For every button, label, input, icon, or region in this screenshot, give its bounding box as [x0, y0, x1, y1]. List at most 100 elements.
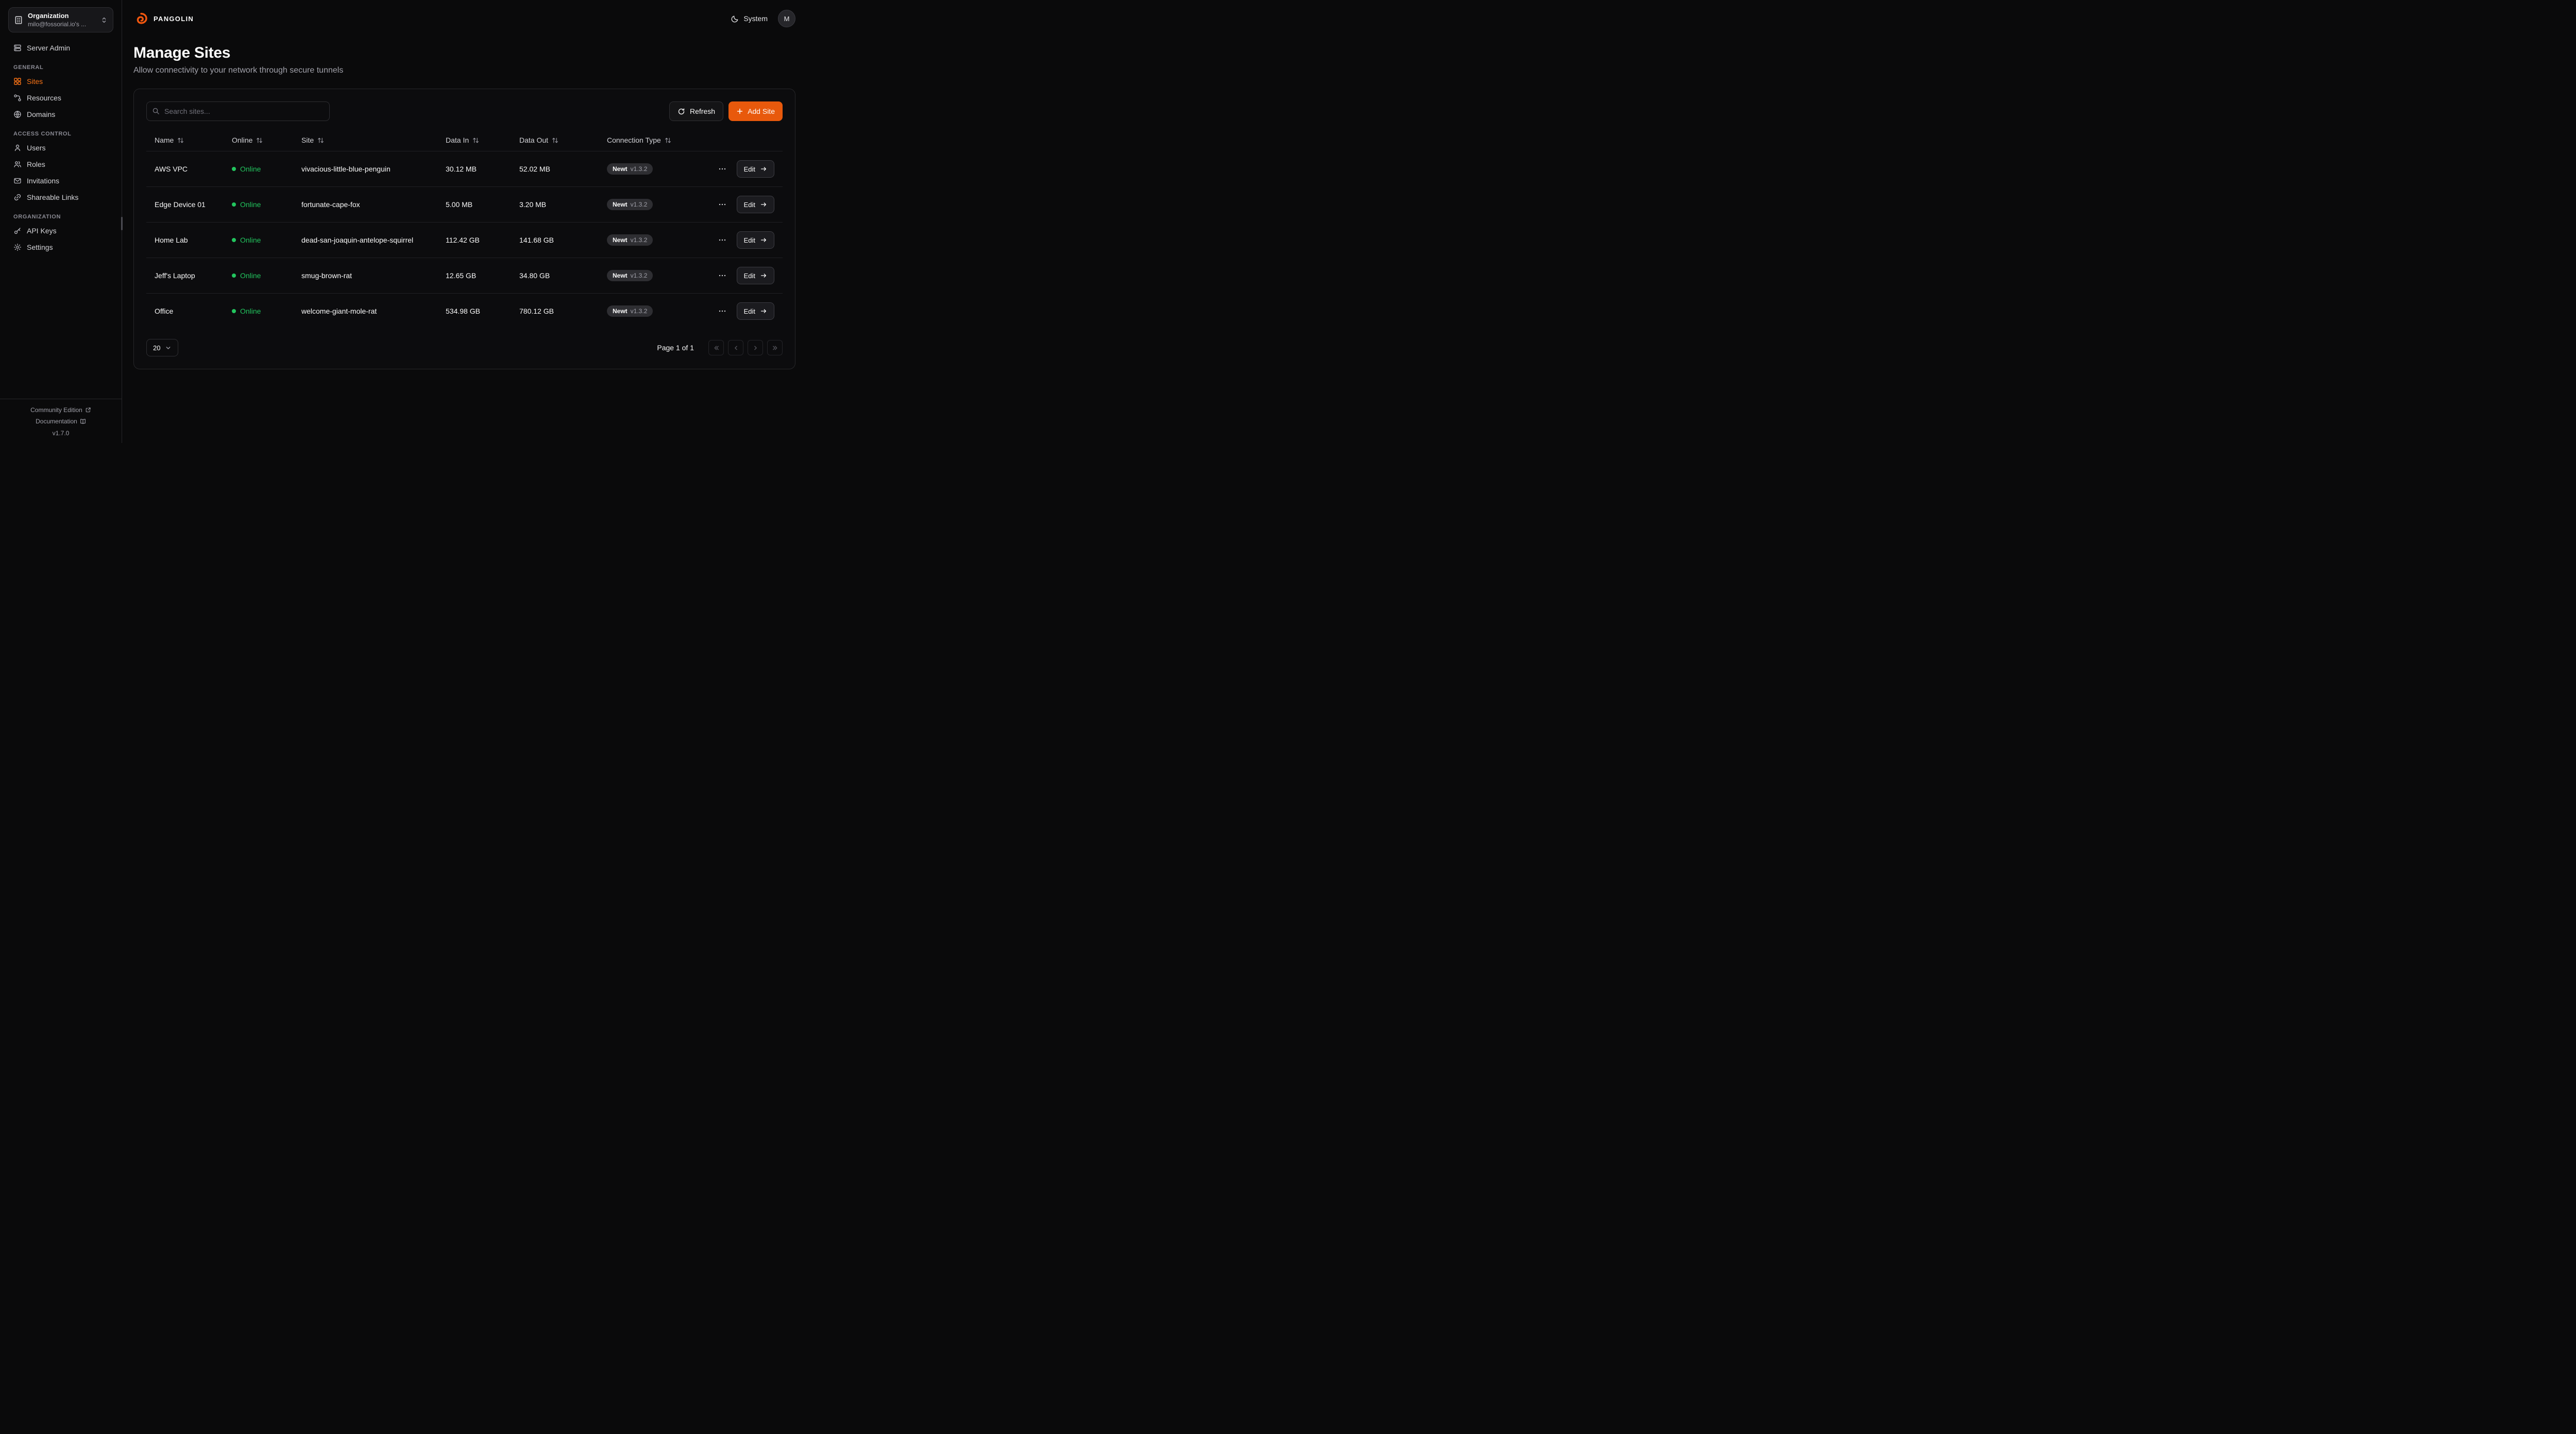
- column-header-connection-type[interactable]: Connection Type: [607, 136, 671, 144]
- connection-version: v1.3.2: [630, 236, 648, 244]
- row-menu-button[interactable]: [716, 234, 728, 246]
- online-dot-icon: [232, 309, 236, 313]
- connection-name: Newt: [613, 308, 628, 315]
- ellipsis-icon: [719, 239, 725, 241]
- theme-toggle-button[interactable]: System: [731, 14, 768, 23]
- refresh-icon: [678, 108, 685, 114]
- online-dot-icon: [232, 202, 236, 207]
- sidebar-item-settings[interactable]: Settings: [8, 239, 113, 255]
- connection-name: Newt: [613, 236, 628, 244]
- column-header-data-in[interactable]: Data In: [446, 136, 479, 144]
- edit-button[interactable]: Edit: [736, 196, 774, 213]
- sites-table: Name Online Site Data In Data Out Connec…: [146, 129, 783, 329]
- sidebar-item-invitations[interactable]: Invitations: [8, 173, 113, 189]
- data-in-value: 5.00 MB: [446, 200, 473, 209]
- sidebar-item-server-admin[interactable]: Server Admin: [8, 40, 113, 56]
- topbar-right: System M: [731, 10, 795, 27]
- page-title: Manage Sites: [133, 44, 231, 61]
- edit-button[interactable]: Edit: [736, 160, 774, 178]
- connection-name: Newt: [613, 165, 628, 173]
- column-header-name[interactable]: Name: [155, 136, 184, 144]
- organization-subtitle: milo@fossorial.io's ...: [28, 21, 87, 28]
- table-row: Office Online welcome-giant-mole-rat 534…: [146, 293, 783, 329]
- gear-icon: [13, 243, 22, 251]
- sidebar-item-shareable-links[interactable]: Shareable Links: [8, 189, 113, 206]
- sites-icon: [14, 78, 21, 85]
- external-link-icon: [86, 407, 91, 413]
- documentation-link[interactable]: Documentation: [0, 416, 122, 427]
- first-page-button[interactable]: [708, 340, 724, 355]
- organization-selector[interactable]: Organization milo@fossorial.io's ...: [8, 7, 113, 32]
- row-menu-button[interactable]: [716, 305, 728, 317]
- app-root: Organization milo@fossorial.io's ... Ser…: [0, 0, 808, 443]
- column-header-data-out[interactable]: Data Out: [519, 136, 558, 144]
- sidebar-item-roles[interactable]: Roles: [8, 156, 113, 173]
- row-menu-button[interactable]: [716, 269, 728, 282]
- search-input[interactable]: [146, 101, 330, 121]
- chevrons-up-down-icon: [100, 16, 108, 24]
- site-slug: dead-san-joaquin-antelope-squirrel: [301, 236, 414, 244]
- user-avatar[interactable]: M: [778, 10, 795, 27]
- chevrons-right-icon: [772, 346, 777, 350]
- data-out-value: 3.20 MB: [519, 200, 547, 209]
- brand: PANGOLIN: [133, 11, 194, 26]
- online-label: Online: [240, 271, 261, 280]
- ellipsis-icon: [719, 203, 725, 206]
- toolbar-actions: Refresh Add Site: [669, 101, 783, 121]
- app-version: v1.7.0: [52, 430, 70, 437]
- column-header-site[interactable]: Site: [301, 136, 324, 144]
- column-header-online[interactable]: Online: [232, 136, 263, 144]
- sort-icon: [665, 138, 671, 143]
- connection-version: v1.3.2: [630, 165, 648, 173]
- online-status: Online: [232, 271, 285, 280]
- edit-button[interactable]: Edit: [736, 302, 774, 320]
- previous-page-button[interactable]: [728, 340, 743, 355]
- chevrons-left-icon: [714, 346, 719, 350]
- row-actions: Edit: [719, 196, 774, 213]
- next-page-button[interactable]: [748, 340, 763, 355]
- page-size-select[interactable]: 20: [146, 339, 179, 356]
- sidebar-footer: Community Edition Documentation v1.7.0: [0, 399, 122, 443]
- organization-text: Organization milo@fossorial.io's ...: [28, 12, 96, 28]
- site-slug: welcome-giant-mole-rat: [301, 307, 377, 315]
- edit-button[interactable]: Edit: [736, 231, 774, 249]
- sidebar-resize-handle[interactable]: [121, 217, 123, 230]
- brand-name: PANGOLIN: [154, 14, 194, 23]
- data-in-value: 112.42 GB: [446, 236, 480, 244]
- arrow-right-icon: [760, 238, 767, 242]
- sidebar-item-resources[interactable]: Resources: [8, 90, 113, 106]
- data-out-value: 141.68 GB: [519, 236, 554, 244]
- page-subtitle: Allow connectivity to your network throu…: [133, 66, 344, 75]
- online-status: Online: [232, 236, 285, 244]
- data-in-value: 12.65 GB: [446, 271, 477, 280]
- row-menu-button[interactable]: [716, 163, 728, 175]
- online-status: Online: [232, 165, 285, 173]
- book-icon: [80, 419, 86, 424]
- connection-type-badge: Newt v1.3.2: [607, 234, 653, 246]
- connection-version: v1.3.2: [630, 201, 648, 208]
- sidebar-item-api-keys[interactable]: API Keys: [8, 223, 113, 239]
- add-site-button[interactable]: Add Site: [728, 101, 783, 121]
- ellipsis-icon: [719, 168, 725, 170]
- sidebar-item-sites[interactable]: Sites: [8, 73, 113, 90]
- site-slug: vivacious-little-blue-penguin: [301, 165, 391, 173]
- sidebar-item-users[interactable]: Users: [8, 140, 113, 156]
- online-dot-icon: [232, 167, 236, 171]
- resources-icon: [14, 94, 21, 101]
- connection-name: Newt: [613, 272, 628, 279]
- table-row: Home Lab Online dead-san-joaquin-antelop…: [146, 222, 783, 258]
- data-in-value: 30.12 MB: [446, 165, 477, 173]
- online-status: Online: [232, 200, 285, 209]
- building-icon: [14, 15, 23, 25]
- edit-button[interactable]: Edit: [736, 267, 774, 284]
- refresh-button[interactable]: Refresh: [669, 101, 724, 121]
- sidebar-item-domains[interactable]: Domains: [8, 106, 113, 123]
- section-label-general: GENERAL: [13, 64, 44, 71]
- chevron-right-icon: [754, 346, 757, 350]
- last-page-button[interactable]: [767, 340, 783, 355]
- section-label-organization: ORGANIZATION: [13, 214, 61, 220]
- site-name: Home Lab: [155, 236, 188, 244]
- row-menu-button[interactable]: [716, 198, 728, 211]
- community-edition-link[interactable]: Community Edition: [0, 404, 122, 416]
- online-label: Online: [240, 236, 261, 244]
